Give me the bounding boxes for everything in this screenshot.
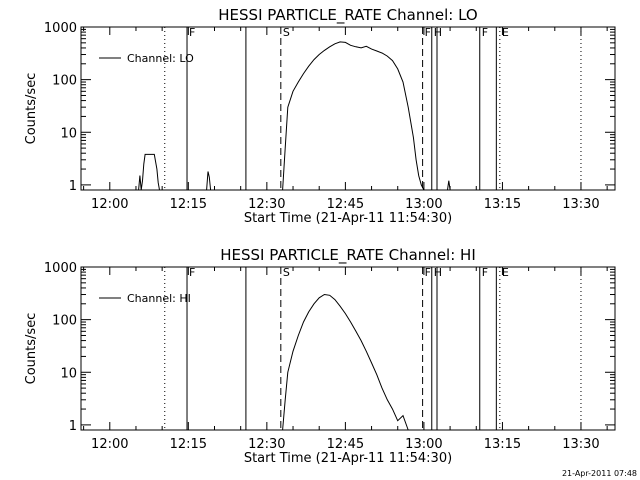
timestamp: 21-Apr-2011 07:48 [562, 469, 637, 478]
chart2-y-axis-label: Counts/sec [24, 313, 39, 385]
chart1-y-tick-label: 1000 [44, 21, 77, 36]
chart1-y-tick-label: 1 [69, 179, 77, 194]
chart1-x-tick-label: 13:00 [405, 197, 442, 212]
chart2-x-tick-label: 13:15 [484, 437, 521, 452]
chart2-x-tick-label: 12:15 [170, 437, 207, 452]
chart1-marker-label: H [434, 26, 442, 39]
chart2-x-tick-label: 12:30 [248, 437, 285, 452]
chart1-y-axis-label: Counts/sec [24, 73, 39, 145]
chart2-y-tick-label: 1 [69, 419, 77, 434]
chart1-x-tick-label: 13:15 [484, 197, 521, 212]
chart2-y-tick-label: 100 [52, 314, 77, 329]
chart1-x-axis-label: Start Time (21-Apr-11 11:54:30) [244, 211, 452, 226]
chart2-marker-label: S [283, 266, 290, 279]
chart2-panel: HESSI PARTICLE_RATE Channel: HI 12:00 12:1… [24, 246, 616, 466]
chart2-marker-label: H [434, 266, 442, 279]
chart2-title: HESSI PARTICLE_RATE Channel: HI [220, 246, 476, 265]
chart2-y-tick-label: 1000 [44, 261, 77, 276]
chart2-x-tick-label: 13:00 [405, 437, 442, 452]
chart1-x-tick-label: 12:00 [91, 197, 128, 212]
chart1-plot-frame [80, 26, 616, 191]
chart1-marker-label: F [189, 26, 195, 39]
chart1-x-tick-label: 12:30 [248, 197, 285, 212]
chart2-x-tick-label: 12:45 [327, 437, 364, 452]
chart1-title: HESSI PARTICLE_RATE Channel: LO [218, 6, 477, 25]
chart2-x-tick-label: 12:00 [91, 437, 128, 452]
chart2-marker-label: F [189, 266, 195, 279]
chart1-series-line [138, 41, 451, 191]
chart2-marker-label: F [425, 266, 431, 279]
chart1-x-tick-label: 13:30 [562, 197, 599, 212]
chart2-y-tick-label: 10 [60, 366, 77, 381]
chart1-marker-label: F [482, 26, 488, 39]
chart1-x-tick-label: 12:15 [170, 197, 207, 212]
chart1-legend-label: Channel: LO [127, 52, 194, 65]
chart2-marker-label: F [482, 266, 488, 279]
chart1-marker-label: E [502, 26, 509, 39]
chart1-y-tick-label: 100 [52, 74, 77, 89]
chart2-series-line [282, 293, 409, 431]
chart1-x-tick-label: 12:45 [327, 197, 364, 212]
chart1-panel: HESSI PARTICLE_RATE Channel: LO 12:00 12:1… [24, 6, 616, 226]
chart1-marker-label: S [283, 26, 290, 39]
chart2-plot-frame [80, 266, 616, 431]
chart2-x-tick-label: 13:30 [562, 437, 599, 452]
chart1-marker-label: F [425, 26, 431, 39]
chart2-x-axis-label: Start Time (21-Apr-11 11:54:30) [244, 451, 452, 466]
chart1-y-tick-label: 10 [60, 126, 77, 141]
chart2-legend-label: Channel: HI [127, 292, 191, 305]
chart2-marker-label: E [502, 266, 509, 279]
